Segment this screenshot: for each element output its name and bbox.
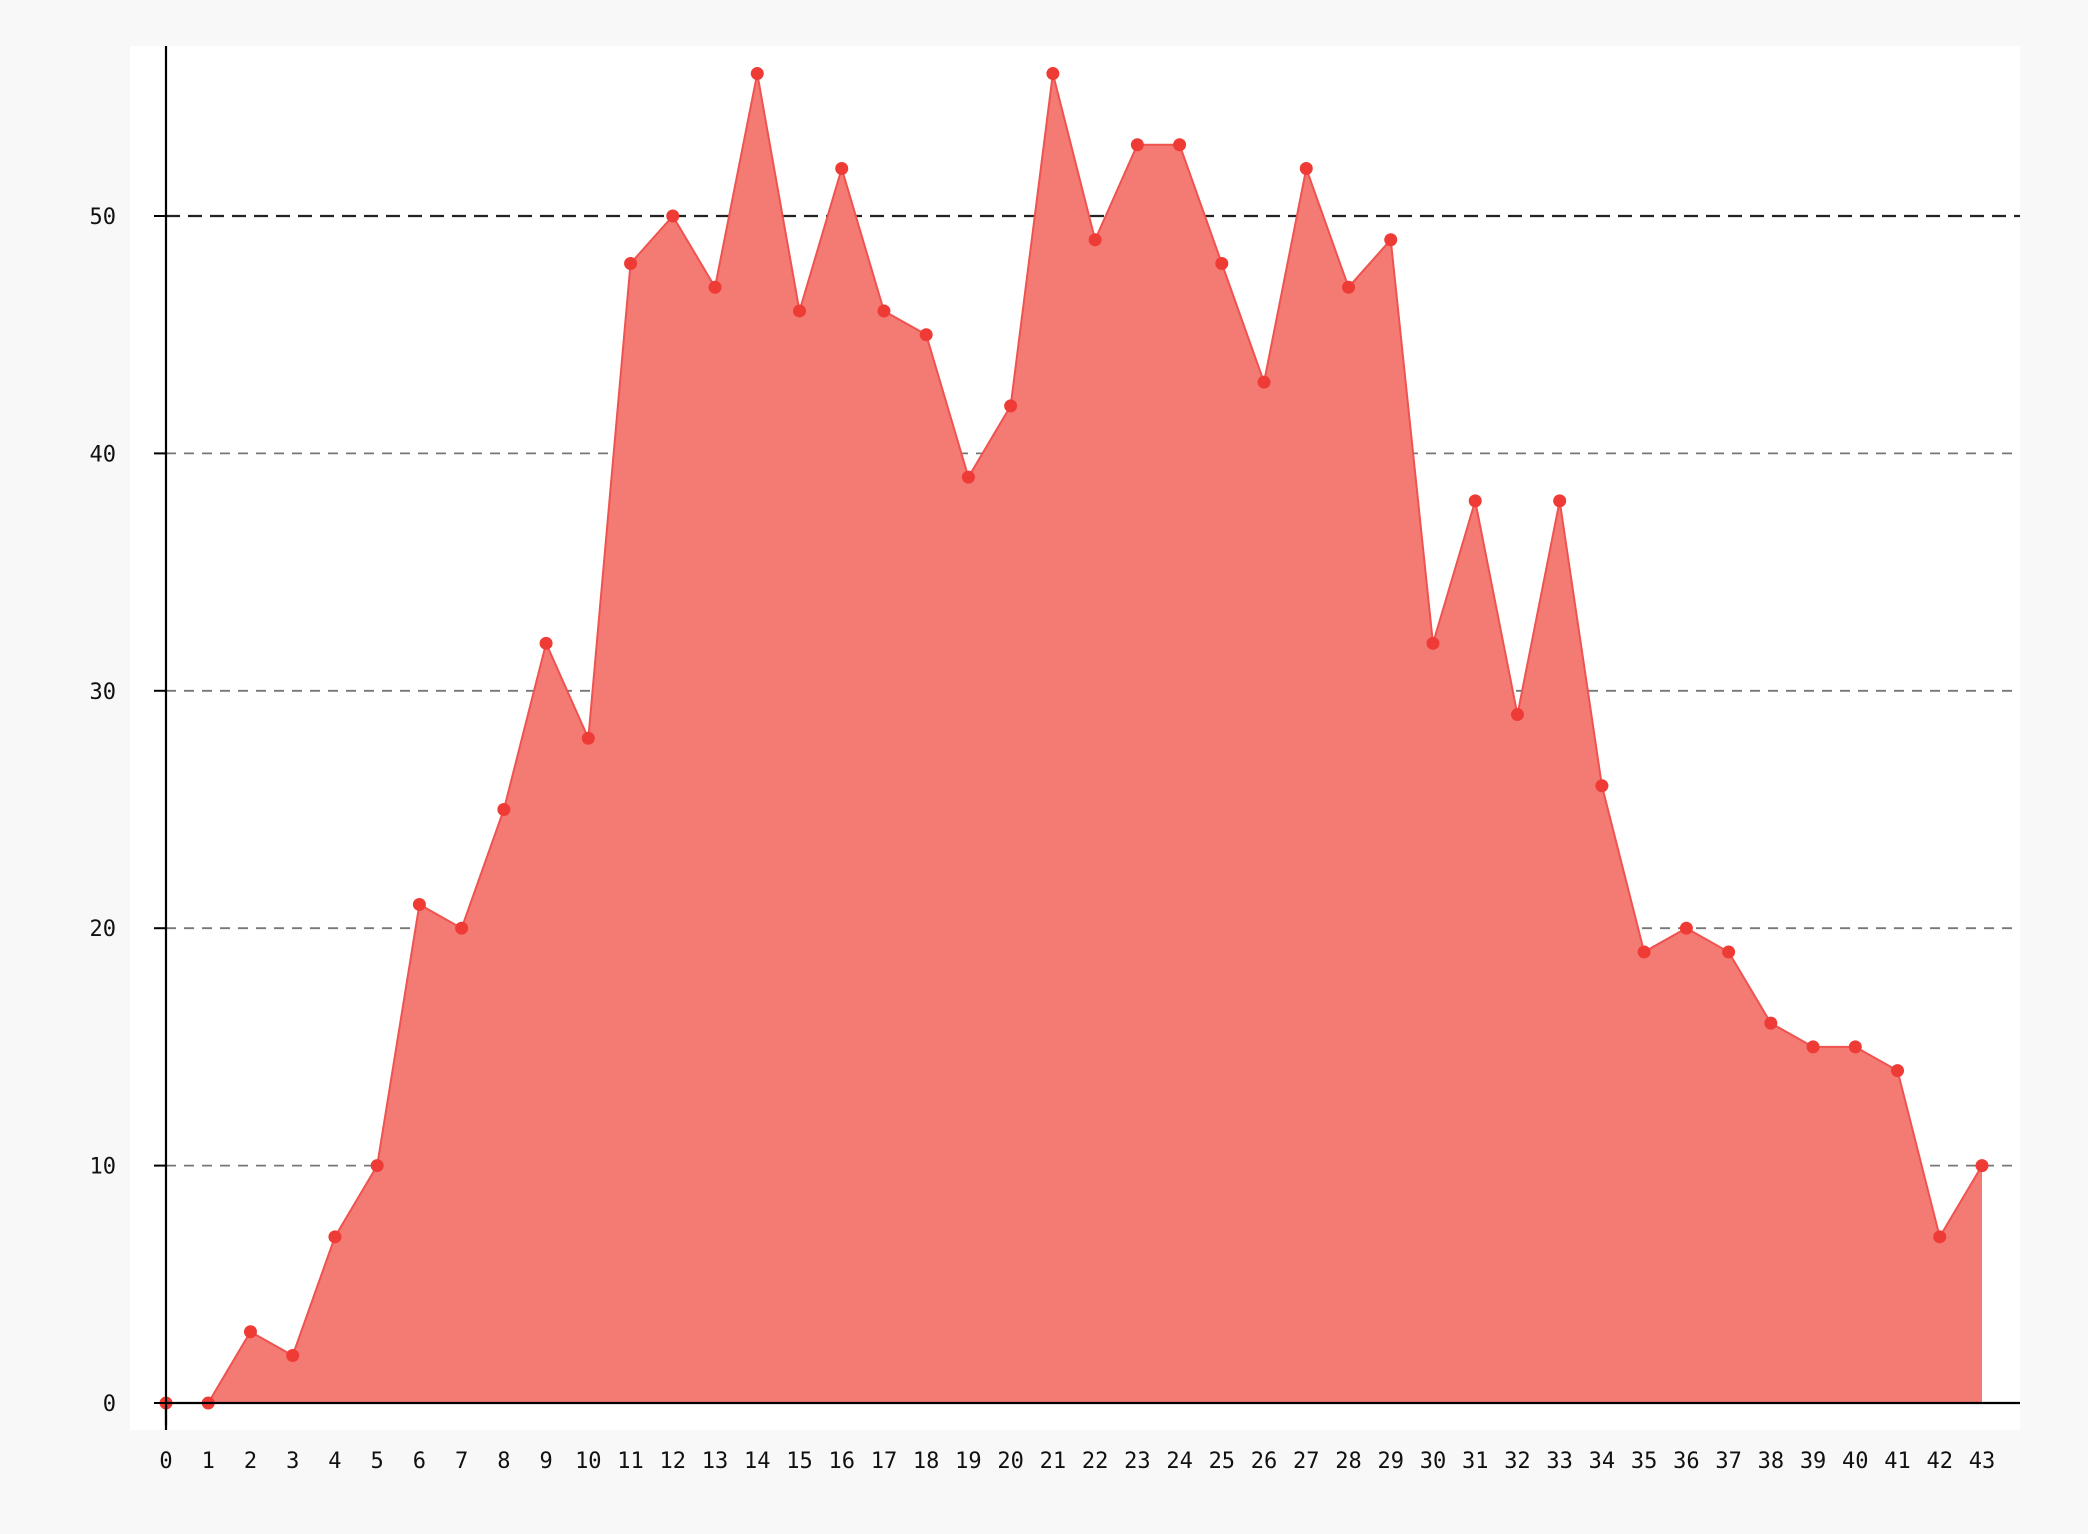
data-point-6 (412, 897, 426, 911)
x-tick-label-26: 26 (1251, 1449, 1278, 1474)
data-point-30 (1426, 636, 1440, 650)
x-tick-label-28: 28 (1335, 1449, 1362, 1474)
series-layer (159, 67, 1989, 1410)
x-tick-label-20: 20 (997, 1449, 1024, 1474)
x-tick-label-22: 22 (1082, 1449, 1109, 1474)
data-point-4 (328, 1230, 342, 1244)
data-point-35 (1637, 945, 1651, 959)
x-tick-label-21: 21 (1040, 1449, 1067, 1474)
x-tick-label-38: 38 (1758, 1449, 1785, 1474)
data-point-23 (1130, 138, 1144, 152)
y-tick-label-20: 20 (90, 917, 117, 942)
x-tick-label-18: 18 (913, 1449, 940, 1474)
x-tick-label-24: 24 (1166, 1449, 1193, 1474)
x-tick-label-1: 1 (202, 1449, 215, 1474)
area-fill (166, 73, 1982, 1403)
data-point-12 (666, 209, 680, 223)
x-tick-label-3: 3 (286, 1449, 299, 1474)
x-tick-label-23: 23 (1124, 1449, 1151, 1474)
data-point-33 (1553, 494, 1567, 508)
y-tick-label-50: 50 (90, 205, 117, 230)
x-tick-label-41: 41 (1884, 1449, 1911, 1474)
x-tick-label-17: 17 (871, 1449, 898, 1474)
x-tick-label-15: 15 (786, 1449, 813, 1474)
x-tick-label-40: 40 (1842, 1449, 1869, 1474)
data-point-14 (750, 67, 764, 81)
x-tick-label-11: 11 (617, 1449, 644, 1474)
data-point-41 (1891, 1064, 1905, 1078)
x-tick-label-33: 33 (1546, 1449, 1573, 1474)
x-tick-label-37: 37 (1715, 1449, 1742, 1474)
data-point-37 (1722, 945, 1736, 959)
x-tick-label-12: 12 (660, 1449, 687, 1474)
x-tick-label-0: 0 (159, 1449, 172, 1474)
x-tick-label-31: 31 (1462, 1449, 1489, 1474)
x-tick-label-25: 25 (1209, 1449, 1236, 1474)
x-tick-label-35: 35 (1631, 1449, 1658, 1474)
data-point-9 (539, 636, 553, 650)
x-tick-label-34: 34 (1589, 1449, 1616, 1474)
data-point-11 (624, 256, 638, 270)
data-point-32 (1510, 708, 1524, 722)
x-tick-label-13: 13 (702, 1449, 729, 1474)
axes (164, 46, 2020, 1430)
data-point-28 (1342, 280, 1356, 294)
x-tick-label-14: 14 (744, 1449, 771, 1474)
data-point-40 (1848, 1040, 1862, 1054)
data-point-25 (1215, 256, 1229, 270)
x-tick-label-6: 6 (413, 1449, 426, 1474)
y-tick-label-40: 40 (90, 442, 117, 467)
y-tick-label-30: 30 (90, 680, 117, 705)
data-point-5 (370, 1159, 384, 1173)
data-point-7 (455, 921, 469, 935)
data-point-3 (286, 1349, 300, 1363)
x-tick-label-9: 9 (539, 1449, 552, 1474)
data-point-39 (1806, 1040, 1820, 1054)
data-point-43 (1975, 1159, 1989, 1173)
data-point-22 (1088, 233, 1102, 247)
data-point-38 (1764, 1016, 1778, 1030)
data-point-31 (1468, 494, 1482, 508)
x-tick-label-27: 27 (1293, 1449, 1320, 1474)
x-tick-label-4: 4 (328, 1449, 341, 1474)
data-point-24 (1173, 138, 1187, 152)
x-tick-label-10: 10 (575, 1449, 602, 1474)
x-tick-label-16: 16 (828, 1449, 855, 1474)
data-point-15 (792, 304, 806, 318)
data-point-34 (1595, 779, 1609, 793)
x-tick-label-39: 39 (1800, 1449, 1827, 1474)
data-point-2 (243, 1325, 257, 1339)
x-tick-label-36: 36 (1673, 1449, 1700, 1474)
x-tick-label-8: 8 (497, 1449, 510, 1474)
data-point-26 (1257, 375, 1271, 389)
data-point-20 (1004, 399, 1018, 413)
data-point-36 (1679, 921, 1693, 935)
y-tick-label-10: 10 (90, 1155, 117, 1180)
x-tick-label-7: 7 (455, 1449, 468, 1474)
x-tick-label-43: 43 (1969, 1449, 1996, 1474)
data-point-8 (497, 803, 511, 816)
data-point-16 (835, 162, 849, 176)
data-point-21 (1046, 67, 1060, 81)
series-line (166, 73, 1983, 1404)
x-tick-label-42: 42 (1927, 1449, 1954, 1474)
x-tick-label-32: 32 (1504, 1449, 1531, 1474)
data-point-18 (919, 328, 933, 342)
x-tick-label-19: 19 (955, 1449, 982, 1474)
y-tick-label-0: 0 (103, 1392, 116, 1417)
x-tick-label-29: 29 (1377, 1449, 1404, 1474)
data-point-17 (877, 304, 891, 318)
x-tick-label-30: 30 (1420, 1449, 1447, 1474)
data-point-27 (1299, 162, 1313, 176)
data-point-42 (1933, 1230, 1947, 1244)
x-tick-label-2: 2 (244, 1449, 257, 1474)
x-tick-label-5: 5 (371, 1449, 384, 1474)
data-point-10 (581, 731, 595, 745)
data-point-13 (708, 280, 722, 294)
data-point-29 (1384, 233, 1398, 247)
data-point-19 (961, 470, 975, 484)
